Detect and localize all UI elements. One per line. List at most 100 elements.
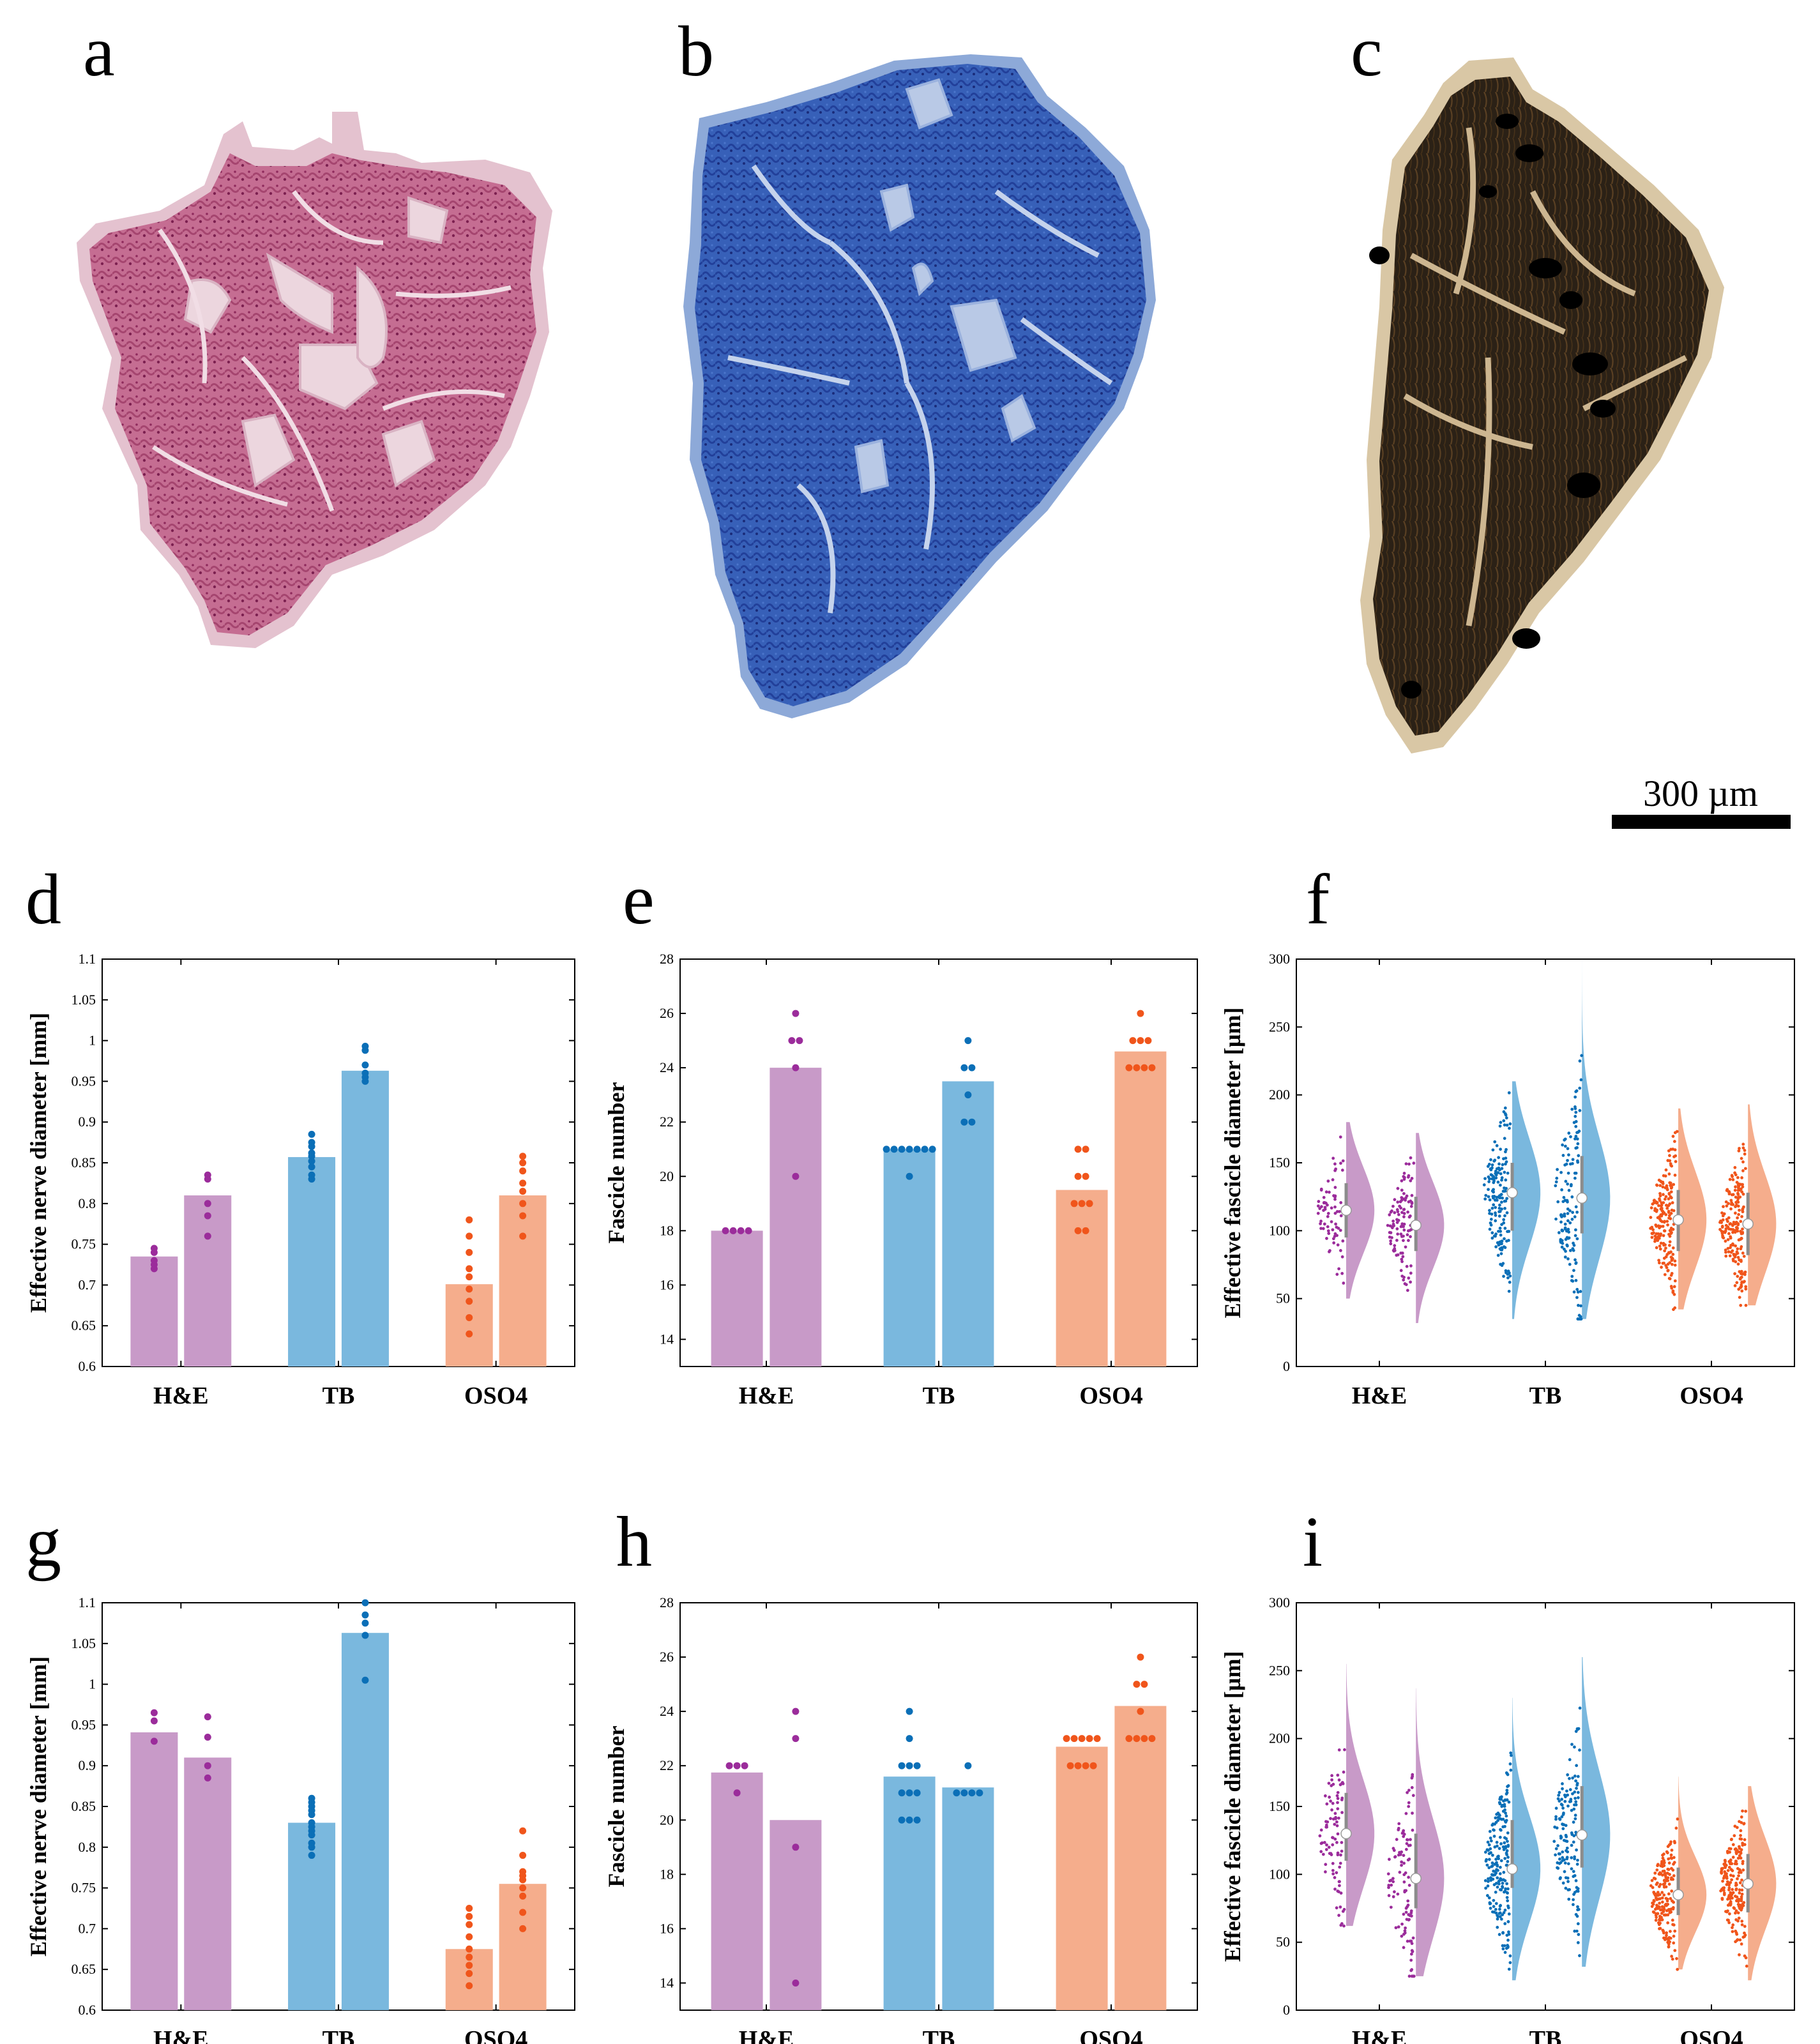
data-point bbox=[1498, 1904, 1502, 1908]
data-point bbox=[1574, 1228, 1577, 1232]
data-point bbox=[1561, 1782, 1564, 1785]
data-point bbox=[1495, 1144, 1499, 1147]
data-point bbox=[1412, 1162, 1416, 1165]
bar-tb-2 bbox=[341, 1633, 389, 2010]
data-point bbox=[1386, 1223, 1390, 1227]
data-point bbox=[1669, 1273, 1673, 1277]
data-point bbox=[1499, 1233, 1503, 1237]
data-point bbox=[466, 1982, 473, 1990]
data-point bbox=[1329, 1799, 1332, 1803]
data-point bbox=[1653, 1871, 1657, 1875]
data-point bbox=[1333, 1822, 1337, 1826]
data-point bbox=[1655, 1882, 1658, 1886]
data-point bbox=[1671, 1918, 1674, 1922]
data-point bbox=[1406, 1210, 1409, 1214]
data-point bbox=[519, 1212, 527, 1220]
data-point bbox=[1658, 1908, 1662, 1912]
data-point bbox=[1489, 1839, 1493, 1843]
data-point bbox=[1507, 1239, 1510, 1242]
data-point bbox=[1579, 1304, 1582, 1308]
data-point bbox=[1722, 1230, 1725, 1234]
data-point bbox=[204, 1212, 211, 1220]
data-point bbox=[1406, 1233, 1409, 1237]
data-point bbox=[1331, 1801, 1335, 1805]
data-point bbox=[1508, 1271, 1511, 1275]
data-point bbox=[1339, 1853, 1342, 1857]
data-point bbox=[1556, 1866, 1560, 1870]
data-point bbox=[1737, 1916, 1741, 1920]
data-point bbox=[1560, 1798, 1563, 1801]
data-point bbox=[1733, 1895, 1737, 1898]
data-point bbox=[1573, 1790, 1577, 1794]
data-point bbox=[1743, 1167, 1747, 1170]
data-point bbox=[1741, 1169, 1745, 1172]
data-point bbox=[1741, 1227, 1744, 1231]
data-point bbox=[1738, 1888, 1741, 1892]
data-point bbox=[466, 1970, 473, 1978]
data-point bbox=[1740, 1837, 1743, 1841]
data-point bbox=[1575, 1287, 1579, 1291]
data-point bbox=[1487, 1843, 1491, 1847]
data-point bbox=[1074, 1146, 1082, 1153]
data-point bbox=[1409, 1280, 1413, 1284]
data-point bbox=[883, 1146, 890, 1153]
data-point bbox=[1573, 1929, 1577, 1933]
data-point bbox=[1658, 1902, 1662, 1905]
median-marker bbox=[1506, 1187, 1518, 1199]
data-point bbox=[1411, 1936, 1415, 1940]
data-point bbox=[1671, 1253, 1675, 1256]
data-point bbox=[1667, 1197, 1671, 1200]
data-point bbox=[1740, 1897, 1743, 1901]
data-point bbox=[1649, 1216, 1653, 1219]
data-point bbox=[1507, 1800, 1511, 1804]
data-point bbox=[960, 1789, 968, 1797]
category-label-he: H&E bbox=[739, 2026, 794, 2044]
data-point bbox=[898, 1789, 906, 1797]
violin-tb-1 bbox=[1512, 1081, 1541, 1319]
data-point bbox=[1333, 1888, 1337, 1891]
data-point bbox=[1558, 1817, 1561, 1821]
data-point bbox=[1726, 1851, 1729, 1854]
data-point bbox=[361, 1061, 369, 1069]
data-point bbox=[1508, 1954, 1512, 1958]
data-point bbox=[1400, 1179, 1404, 1183]
data-point bbox=[308, 1852, 315, 1859]
data-point bbox=[913, 1789, 921, 1797]
data-point bbox=[1669, 1856, 1673, 1859]
data-point bbox=[1495, 1199, 1499, 1202]
data-point bbox=[1396, 1232, 1400, 1236]
data-point bbox=[1741, 1146, 1745, 1150]
data-point bbox=[1331, 1872, 1335, 1876]
data-point bbox=[1662, 1882, 1665, 1886]
data-point bbox=[1503, 1824, 1506, 1828]
data-point bbox=[1082, 1172, 1089, 1180]
y-tick-label: 1.1 bbox=[79, 1594, 96, 1610]
data-point bbox=[1487, 1879, 1490, 1883]
data-point bbox=[1500, 1223, 1503, 1227]
data-point bbox=[1566, 1158, 1569, 1162]
y-tick-label: 300 bbox=[1269, 1594, 1290, 1610]
data-point bbox=[1657, 1259, 1661, 1262]
data-point bbox=[1734, 1253, 1738, 1257]
data-point bbox=[1333, 1162, 1337, 1166]
data-point bbox=[466, 1905, 473, 1912]
data-point bbox=[1570, 1195, 1574, 1199]
data-point bbox=[1575, 1237, 1579, 1241]
data-point bbox=[1484, 1859, 1488, 1863]
data-point bbox=[1498, 1888, 1502, 1891]
data-point bbox=[1664, 1195, 1668, 1199]
data-point bbox=[1566, 1257, 1570, 1260]
data-point bbox=[150, 1265, 158, 1273]
data-point bbox=[1743, 1843, 1747, 1847]
data-point bbox=[1324, 1870, 1327, 1874]
data-point bbox=[1333, 1232, 1337, 1236]
data-point bbox=[1558, 1857, 1561, 1861]
data-point bbox=[1667, 1149, 1671, 1153]
data-point bbox=[1655, 1209, 1658, 1213]
data-point bbox=[1572, 1121, 1576, 1124]
data-point bbox=[1389, 1231, 1393, 1234]
data-point bbox=[1663, 1197, 1667, 1201]
data-point bbox=[1574, 1779, 1577, 1783]
data-point bbox=[1324, 1201, 1328, 1205]
data-point bbox=[1559, 1835, 1563, 1839]
